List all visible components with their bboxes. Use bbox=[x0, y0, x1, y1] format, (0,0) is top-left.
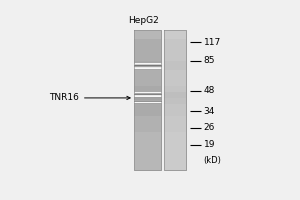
Bar bbox=[164, 132, 186, 170]
Bar bbox=[134, 116, 161, 132]
Text: 26: 26 bbox=[204, 123, 215, 132]
Bar bbox=[134, 132, 161, 170]
Text: (kD): (kD) bbox=[204, 156, 222, 165]
Bar bbox=[134, 92, 161, 98]
Bar bbox=[164, 116, 186, 132]
Bar bbox=[164, 98, 186, 104]
Text: 19: 19 bbox=[204, 140, 215, 149]
Text: 117: 117 bbox=[204, 38, 221, 47]
Bar bbox=[134, 86, 161, 92]
Bar bbox=[164, 30, 186, 170]
Bar bbox=[164, 30, 186, 39]
Bar bbox=[164, 61, 186, 70]
Text: TNR16: TNR16 bbox=[49, 93, 130, 102]
Text: 48: 48 bbox=[204, 86, 215, 95]
Bar bbox=[134, 30, 161, 39]
Text: HepG2: HepG2 bbox=[128, 16, 159, 25]
Text: 34: 34 bbox=[204, 107, 215, 116]
Bar bbox=[164, 70, 186, 86]
Bar bbox=[134, 30, 161, 170]
Bar bbox=[164, 39, 186, 61]
Bar bbox=[164, 92, 186, 98]
Bar bbox=[164, 104, 186, 116]
Bar bbox=[134, 70, 161, 86]
Bar bbox=[164, 86, 186, 92]
Text: 85: 85 bbox=[204, 56, 215, 65]
Bar bbox=[134, 39, 161, 61]
Bar bbox=[134, 98, 161, 104]
Bar bbox=[134, 104, 161, 116]
Bar bbox=[134, 61, 161, 70]
